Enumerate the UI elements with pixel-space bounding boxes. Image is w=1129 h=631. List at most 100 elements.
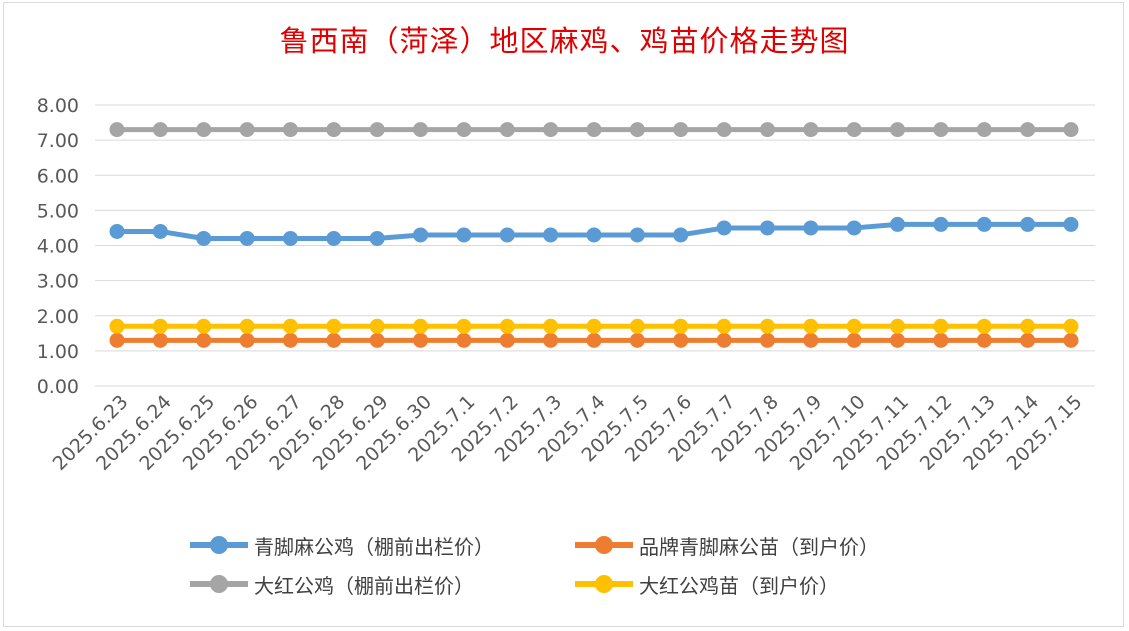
legend-swatch-series-2-icon: [190, 569, 248, 599]
series-0-point: [759, 220, 775, 236]
series-1-point: [673, 332, 689, 348]
series-0-point: [456, 227, 472, 243]
series-3-point: [716, 318, 732, 334]
legend-swatch-series-0-icon: [190, 530, 248, 560]
legend-item-series-2: 大红公鸡（棚前出栏价）: [190, 569, 474, 599]
series-1-point: [846, 332, 862, 348]
series-2-point: [673, 122, 689, 138]
series-1-point: [803, 332, 819, 348]
series-3-point: [499, 318, 515, 334]
series-1-point: [933, 332, 949, 348]
series-3-point: [976, 318, 992, 334]
series-2: [109, 122, 1079, 138]
series-0-point: [543, 227, 559, 243]
series-0-point: [109, 223, 125, 239]
series-1-point: [239, 332, 255, 348]
series-2-point: [890, 122, 906, 138]
series-0: [109, 216, 1079, 246]
series-3-point: [543, 318, 559, 334]
series-0-point: [413, 227, 429, 243]
series-1-point: [543, 332, 559, 348]
legend-label-series-0: 青脚麻公鸡（棚前出栏价）: [254, 534, 494, 559]
series-2-point: [456, 122, 472, 138]
grid-lines: [95, 104, 1095, 387]
series-3-point: [109, 318, 125, 334]
series-0-point: [933, 216, 949, 232]
series-1-point: [716, 332, 732, 348]
series-2-point: [239, 122, 255, 138]
series-1-point: [196, 332, 212, 348]
series-2-point: [282, 122, 298, 138]
y-tick-label: 3.00: [37, 271, 79, 293]
series-2-point: [976, 122, 992, 138]
legend-label-series-3: 大红公鸡苗（到户价）: [639, 573, 839, 598]
legend-item-series-1: 品牌青脚麻公苗（到户价）: [575, 530, 879, 560]
series-0-point: [196, 230, 212, 246]
series-1-point: [369, 332, 385, 348]
series-0-point: [1063, 216, 1079, 232]
series-2-point: [543, 122, 559, 138]
series-2-point: [413, 122, 429, 138]
y-tick-label: 0.00: [37, 376, 79, 398]
series-0-point: [282, 230, 298, 246]
series-1-point: [456, 332, 472, 348]
series-0-point: [629, 227, 645, 243]
series-2-point: [629, 122, 645, 138]
series-3-point: [239, 318, 255, 334]
series-1-point: [282, 332, 298, 348]
series-0-point: [326, 230, 342, 246]
legend-swatch-series-3-icon: [575, 569, 633, 599]
series-2-point: [369, 122, 385, 138]
series-0-point: [673, 227, 689, 243]
series-0-point: [369, 230, 385, 246]
series-3-point: [369, 318, 385, 334]
y-tick-label: 2.00: [37, 306, 79, 328]
series-3-point: [673, 318, 689, 334]
y-tick-label: 7.00: [37, 130, 79, 152]
series-2-point: [846, 122, 862, 138]
series-0-point: [586, 227, 602, 243]
series-3-point: [1063, 318, 1079, 334]
series-3-point: [629, 318, 645, 334]
series-0-point: [976, 216, 992, 232]
chart-frame: [3, 2, 1124, 627]
y-tick-label: 6.00: [37, 165, 79, 187]
legend-item-series-0: 青脚麻公鸡（棚前出栏价）: [190, 530, 494, 560]
series-2-point: [933, 122, 949, 138]
series-2-point: [196, 122, 212, 138]
y-axis-ticks: 0.00 1.00 2.00 3.00 4.00 5.00 6.00 7.00 8.00: [37, 95, 79, 398]
series-1: [109, 332, 1079, 348]
series-1-point: [759, 332, 775, 348]
series-1-point: [109, 332, 125, 348]
series-0-point: [239, 230, 255, 246]
series-3-point: [933, 318, 949, 334]
series-1-point: [890, 332, 906, 348]
series-1-point: [152, 332, 168, 348]
y-tick-label: 1.00: [37, 341, 79, 363]
series-0-point: [846, 220, 862, 236]
series-0-point: [890, 216, 906, 232]
chart-title: 鲁西南（菏泽）地区麻鸡、鸡苗价格走势图: [279, 24, 850, 58]
series-3-point: [456, 318, 472, 334]
series-2-point: [499, 122, 515, 138]
series-0-point: [152, 223, 168, 239]
series-3-point: [846, 318, 862, 334]
series-2-point: [586, 122, 602, 138]
series-2-point: [803, 122, 819, 138]
legend-item-series-3: 大红公鸡苗（到户价）: [575, 569, 839, 599]
series-3-point: [890, 318, 906, 334]
series-3-point: [759, 318, 775, 334]
series-1-point: [1020, 332, 1036, 348]
series-2-point: [152, 122, 168, 138]
series-1-point: [586, 332, 602, 348]
series-2-point: [326, 122, 342, 138]
series-3-point: [803, 318, 819, 334]
series-2-point: [716, 122, 732, 138]
series-3-point: [196, 318, 212, 334]
series-0-point: [716, 220, 732, 236]
series-2-point: [109, 122, 125, 138]
series-layer: [109, 122, 1079, 348]
series-3-point: [326, 318, 342, 334]
series-1-point: [1063, 332, 1079, 348]
